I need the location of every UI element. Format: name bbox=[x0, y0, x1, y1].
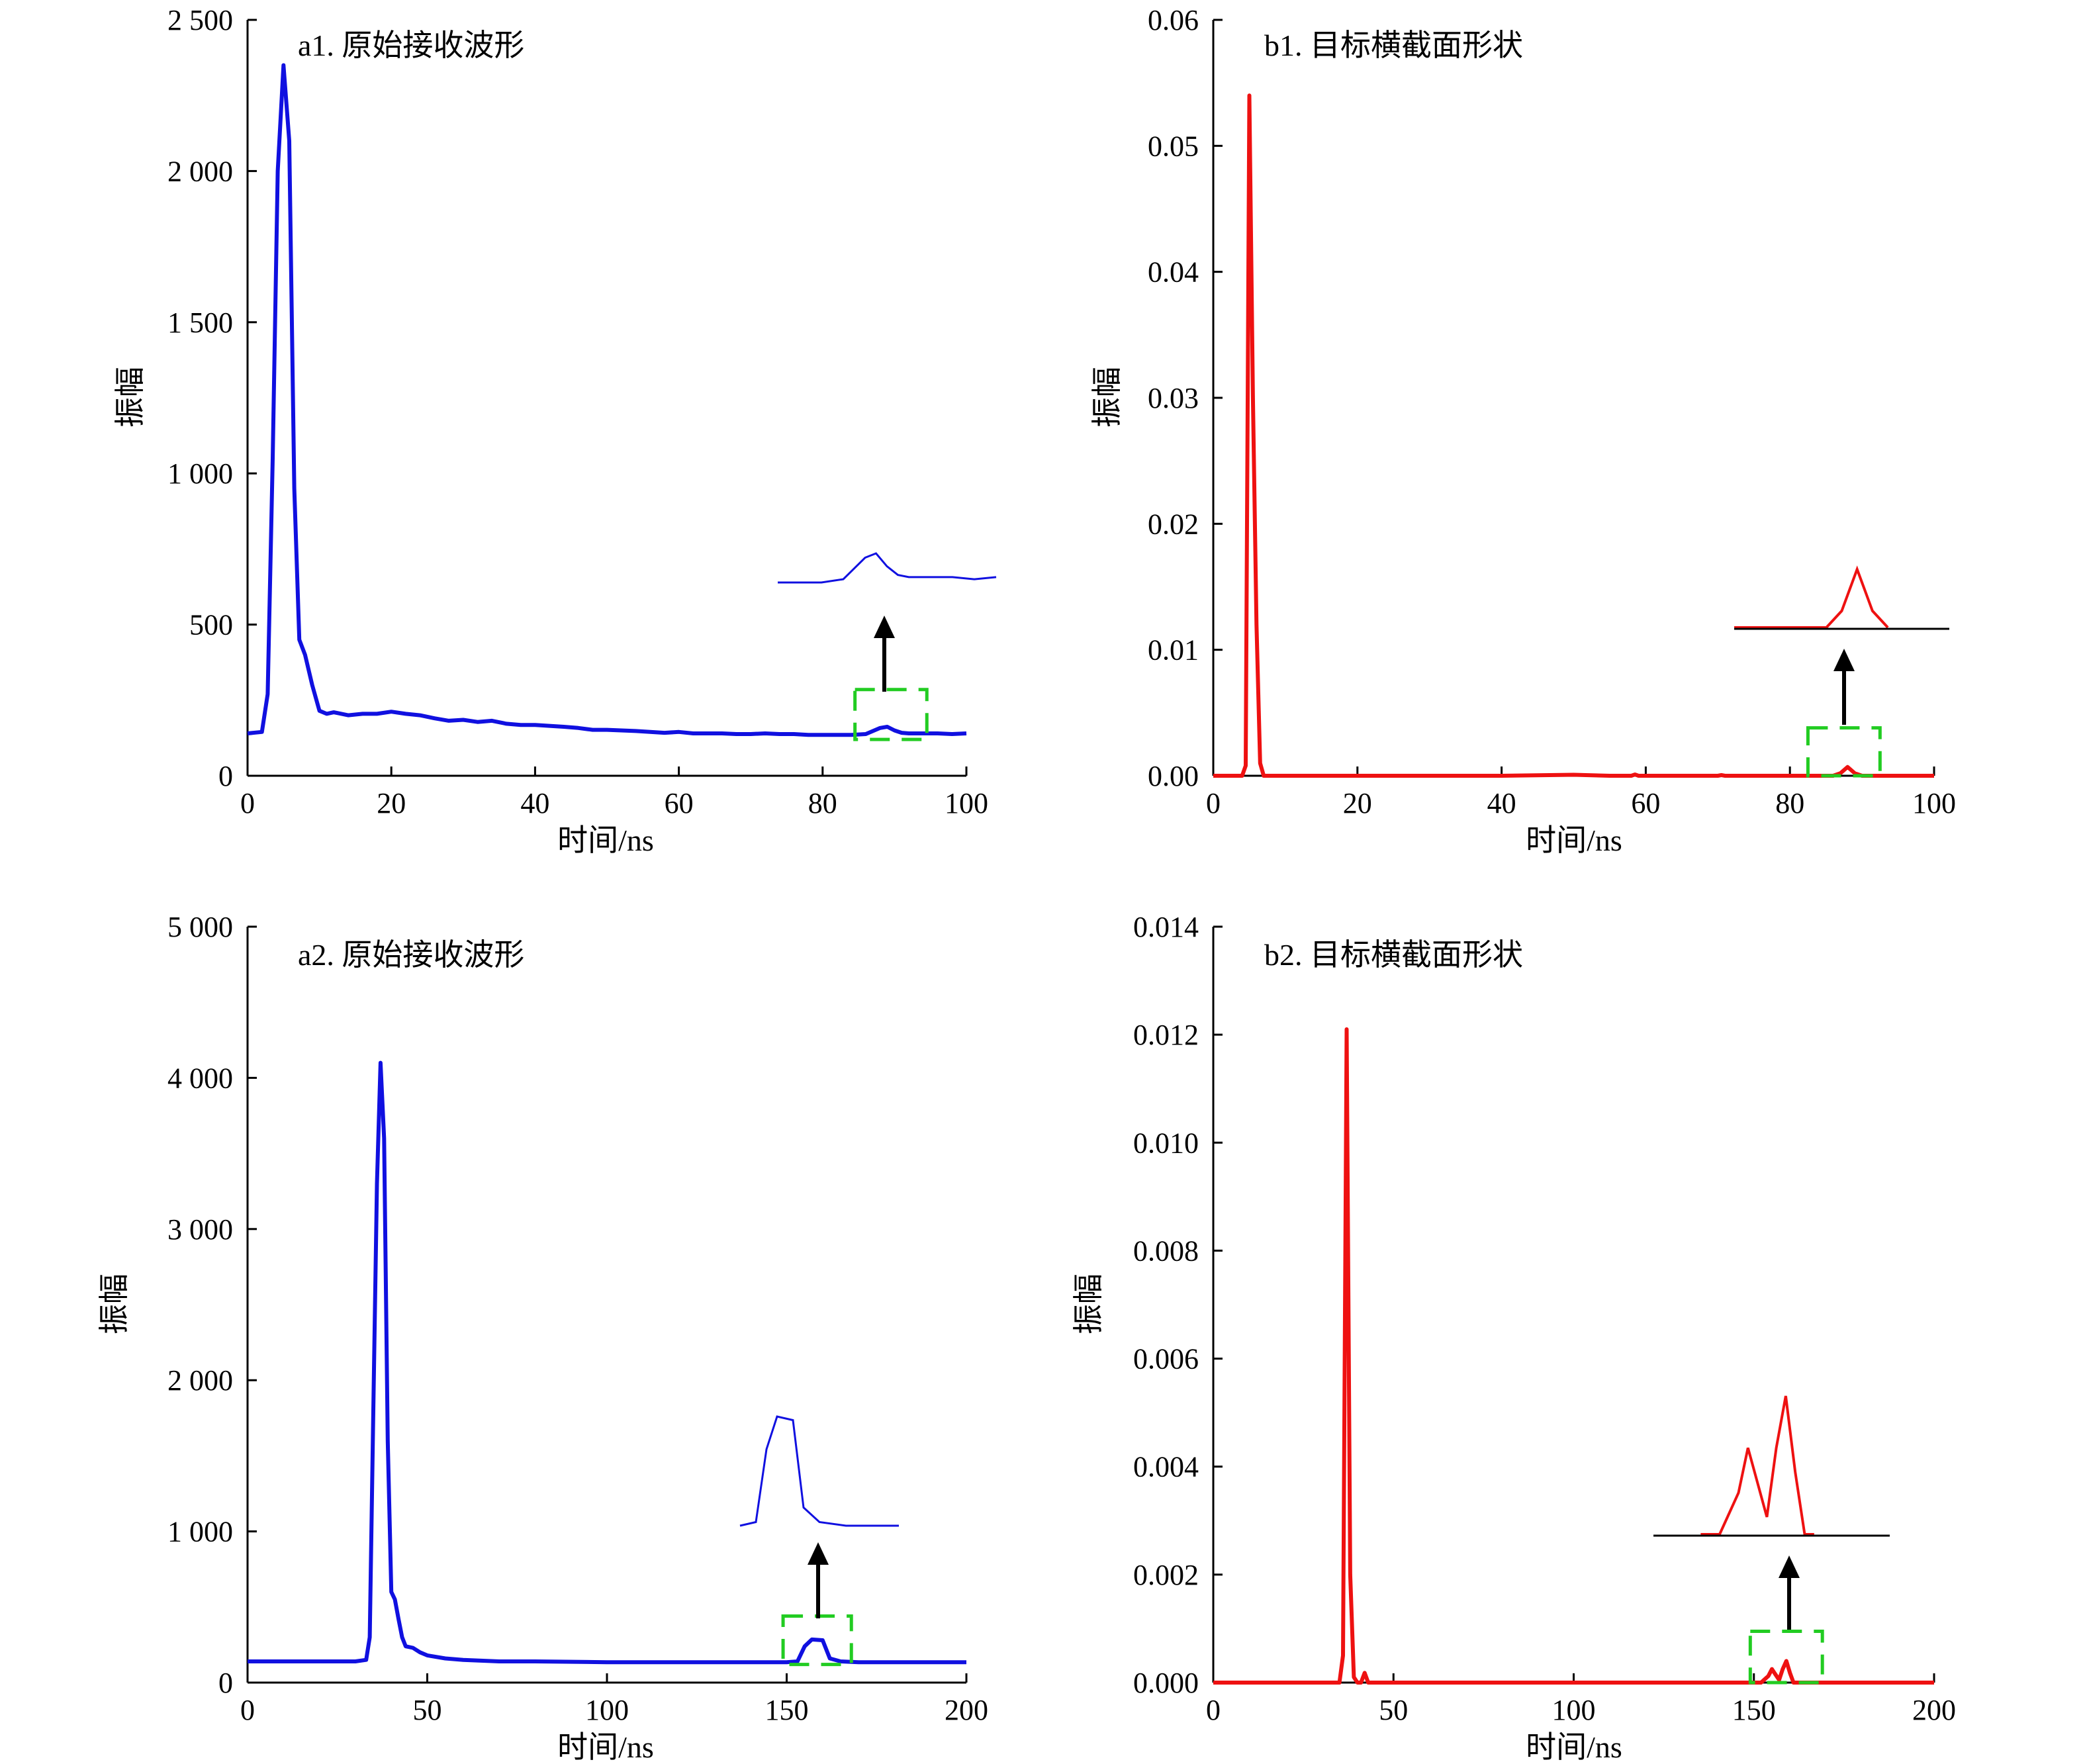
panel-a2-axes: 0 50 100 150 200 0 1 000 2 000 3 000 4 000 5 000 bbox=[167, 911, 988, 1726]
panel-a2-y-tick-label: 2 000 bbox=[167, 1364, 233, 1397]
panel-b2-arrow-head bbox=[1779, 1555, 1800, 1578]
panel-b1-arrow-head bbox=[1833, 649, 1855, 671]
panel-a1-y-tick-label: 0 bbox=[218, 760, 233, 792]
panel-b1-x-tick-label: 40 bbox=[1487, 787, 1516, 819]
panel-b1-axes: 0 20 40 60 80 100 0.00 0.01 0.02 0.03 0.04 0.05 0.06 bbox=[1148, 4, 1956, 819]
panel-b1-title: b1. 目标横截面形状 bbox=[1264, 28, 1523, 62]
panel-b2-y-tick-label: 0.000 bbox=[1133, 1667, 1199, 1699]
panel-a2-arrow bbox=[808, 1542, 829, 1618]
panel-b2-y-tick-label: 0.014 bbox=[1133, 911, 1199, 943]
panel-a2-arrow-head bbox=[808, 1542, 829, 1565]
panel-a2-y-tick-label: 1 000 bbox=[167, 1516, 233, 1548]
panel-b1-x-tick-label: 60 bbox=[1631, 787, 1660, 819]
panel-a1-x-tick-label: 60 bbox=[665, 787, 694, 819]
panel-b2-x-tick-label: 0 bbox=[1206, 1694, 1221, 1726]
panel-b2-y-tick-label: 0.002 bbox=[1133, 1559, 1199, 1591]
panel-a2-y-tick-label: 0 bbox=[218, 1667, 233, 1699]
panel-b2-title: b2. 目标横截面形状 bbox=[1264, 938, 1523, 972]
panel-a2-inset-line bbox=[739, 1415, 899, 1527]
panel-a1-y-tick-label: 2 000 bbox=[167, 155, 233, 187]
panel-b1-y-tick-label: 0.02 bbox=[1148, 508, 1199, 540]
panel-b2-arrow bbox=[1779, 1555, 1800, 1630]
panel-a2-x-tick-label: 0 bbox=[240, 1694, 255, 1726]
panel-a1-series-line bbox=[247, 63, 967, 737]
panel-b1-x-tick-label: 80 bbox=[1775, 787, 1804, 819]
panel-b2-x-tick-label: 150 bbox=[1732, 1694, 1776, 1726]
panel-b1-x-tick-label: 20 bbox=[1343, 787, 1372, 819]
panel-a1-arrow-head bbox=[874, 616, 895, 638]
panel-a1-title: a1. 原始接收波形 bbox=[298, 28, 524, 62]
panel-a1-y-axis-label: 振幅 bbox=[113, 367, 147, 428]
panel-a1-highlight-box bbox=[853, 688, 929, 741]
panel-b2-axes: 0 50 100 150 200 0.000 0.002 0.004 0.006 0.008 0.0… bbox=[1133, 911, 1956, 1726]
panel-a2-series-line bbox=[248, 1060, 966, 1665]
panel-b1-y-tick-label: 0.01 bbox=[1148, 634, 1199, 667]
panel-a2-title: a2. 原始接收波形 bbox=[298, 938, 524, 972]
panel-a1-y-tick-label: 2 500 bbox=[167, 4, 233, 36]
panel-b1-x-axis-label: 时间/ns bbox=[1526, 823, 1622, 857]
panel-b2-inset-line bbox=[1700, 1395, 1814, 1536]
panel-a1-x-tick-label: 100 bbox=[945, 787, 988, 819]
panel-b1-x-tick-label: 100 bbox=[1912, 787, 1956, 819]
panel-a2-y-tick-label: 5 000 bbox=[167, 911, 233, 943]
panel-b1-y-axis-label: 振幅 bbox=[1090, 367, 1124, 428]
panel-a2: 0 50 100 150 200 0 1 000 2 000 3 000 4 000 5 000 a… bbox=[97, 911, 988, 1764]
panel-b2-y-axis-label: 振幅 bbox=[1072, 1274, 1105, 1334]
panel-b2-x-tick-label: 50 bbox=[1379, 1694, 1408, 1726]
panel-a1-x-tick-label: 0 bbox=[240, 787, 255, 819]
panel-b2-x-axis-label: 时间/ns bbox=[1526, 1730, 1622, 1764]
panel-b1-y-tick-label: 0.03 bbox=[1148, 382, 1199, 414]
panel-b2-y-tick-label: 0.010 bbox=[1133, 1127, 1199, 1159]
panel-b1-x-tick-label: 0 bbox=[1206, 787, 1221, 819]
panel-a1-arrow bbox=[874, 616, 895, 692]
panel-b2-y-tick-label: 0.008 bbox=[1133, 1234, 1199, 1267]
panel-a2-x-tick-label: 50 bbox=[413, 1694, 442, 1726]
panel-b2-y-tick-label: 0.006 bbox=[1133, 1343, 1199, 1375]
panel-b2-x-tick-label: 200 bbox=[1912, 1694, 1956, 1726]
panel-a2-y-tick-label: 4 000 bbox=[167, 1062, 233, 1094]
panel-a1-y-tick-label: 1 000 bbox=[167, 457, 233, 490]
panel-b1-series-line bbox=[1213, 93, 1934, 778]
panel-b1: 0 20 40 60 80 100 0.00 0.01 0.02 0.03 0.04 0.05 0.06… bbox=[1090, 4, 1956, 857]
panel-a2-x-tick-label: 150 bbox=[765, 1694, 809, 1726]
panel-b2-x-tick-label: 100 bbox=[1552, 1694, 1596, 1726]
panel-a2-y-tick-label: 3 000 bbox=[167, 1213, 233, 1246]
panel-b1-arrow bbox=[1833, 649, 1855, 725]
panel-b1-inset-line bbox=[1734, 565, 1889, 629]
panel-b1-highlight-box bbox=[1806, 726, 1882, 778]
panel-b1-y-tick-label: 0.05 bbox=[1148, 130, 1199, 162]
panel-b2-y-tick-label: 0.004 bbox=[1133, 1451, 1199, 1483]
panel-a2-y-axis-label: 振幅 bbox=[97, 1274, 131, 1334]
panel-a2-x-tick-label: 200 bbox=[945, 1694, 988, 1726]
panel-b1-y-tick-label: 0.06 bbox=[1148, 4, 1199, 36]
panel-a1-x-axis-label: 时间/ns bbox=[557, 823, 654, 857]
panel-a1-y-tick-label: 500 bbox=[189, 609, 233, 641]
panel-b2-y-tick-label: 0.012 bbox=[1133, 1019, 1199, 1051]
panel-b1-y-tick-label: 0.00 bbox=[1148, 760, 1199, 792]
panel-a1-x-tick-label: 40 bbox=[520, 787, 549, 819]
panel-b2-series-line bbox=[1213, 1027, 1934, 1685]
panel-a2-x-tick-label: 100 bbox=[585, 1694, 629, 1726]
panel-b2: 0 50 100 150 200 0.000 0.002 0.004 0.006 0.008 0.0… bbox=[1072, 911, 1956, 1764]
panel-a1-x-tick-label: 80 bbox=[808, 787, 837, 819]
panel-b2-highlight-box bbox=[1748, 1630, 1824, 1685]
panel-a1-x-tick-label: 20 bbox=[377, 787, 406, 819]
panel-a1-inset-line bbox=[778, 552, 997, 584]
panel-a1-y-tick-label: 1 500 bbox=[167, 306, 233, 339]
panel-b1-y-tick-label: 0.04 bbox=[1148, 256, 1199, 289]
panel-a2-x-axis-label: 时间/ns bbox=[557, 1730, 654, 1764]
